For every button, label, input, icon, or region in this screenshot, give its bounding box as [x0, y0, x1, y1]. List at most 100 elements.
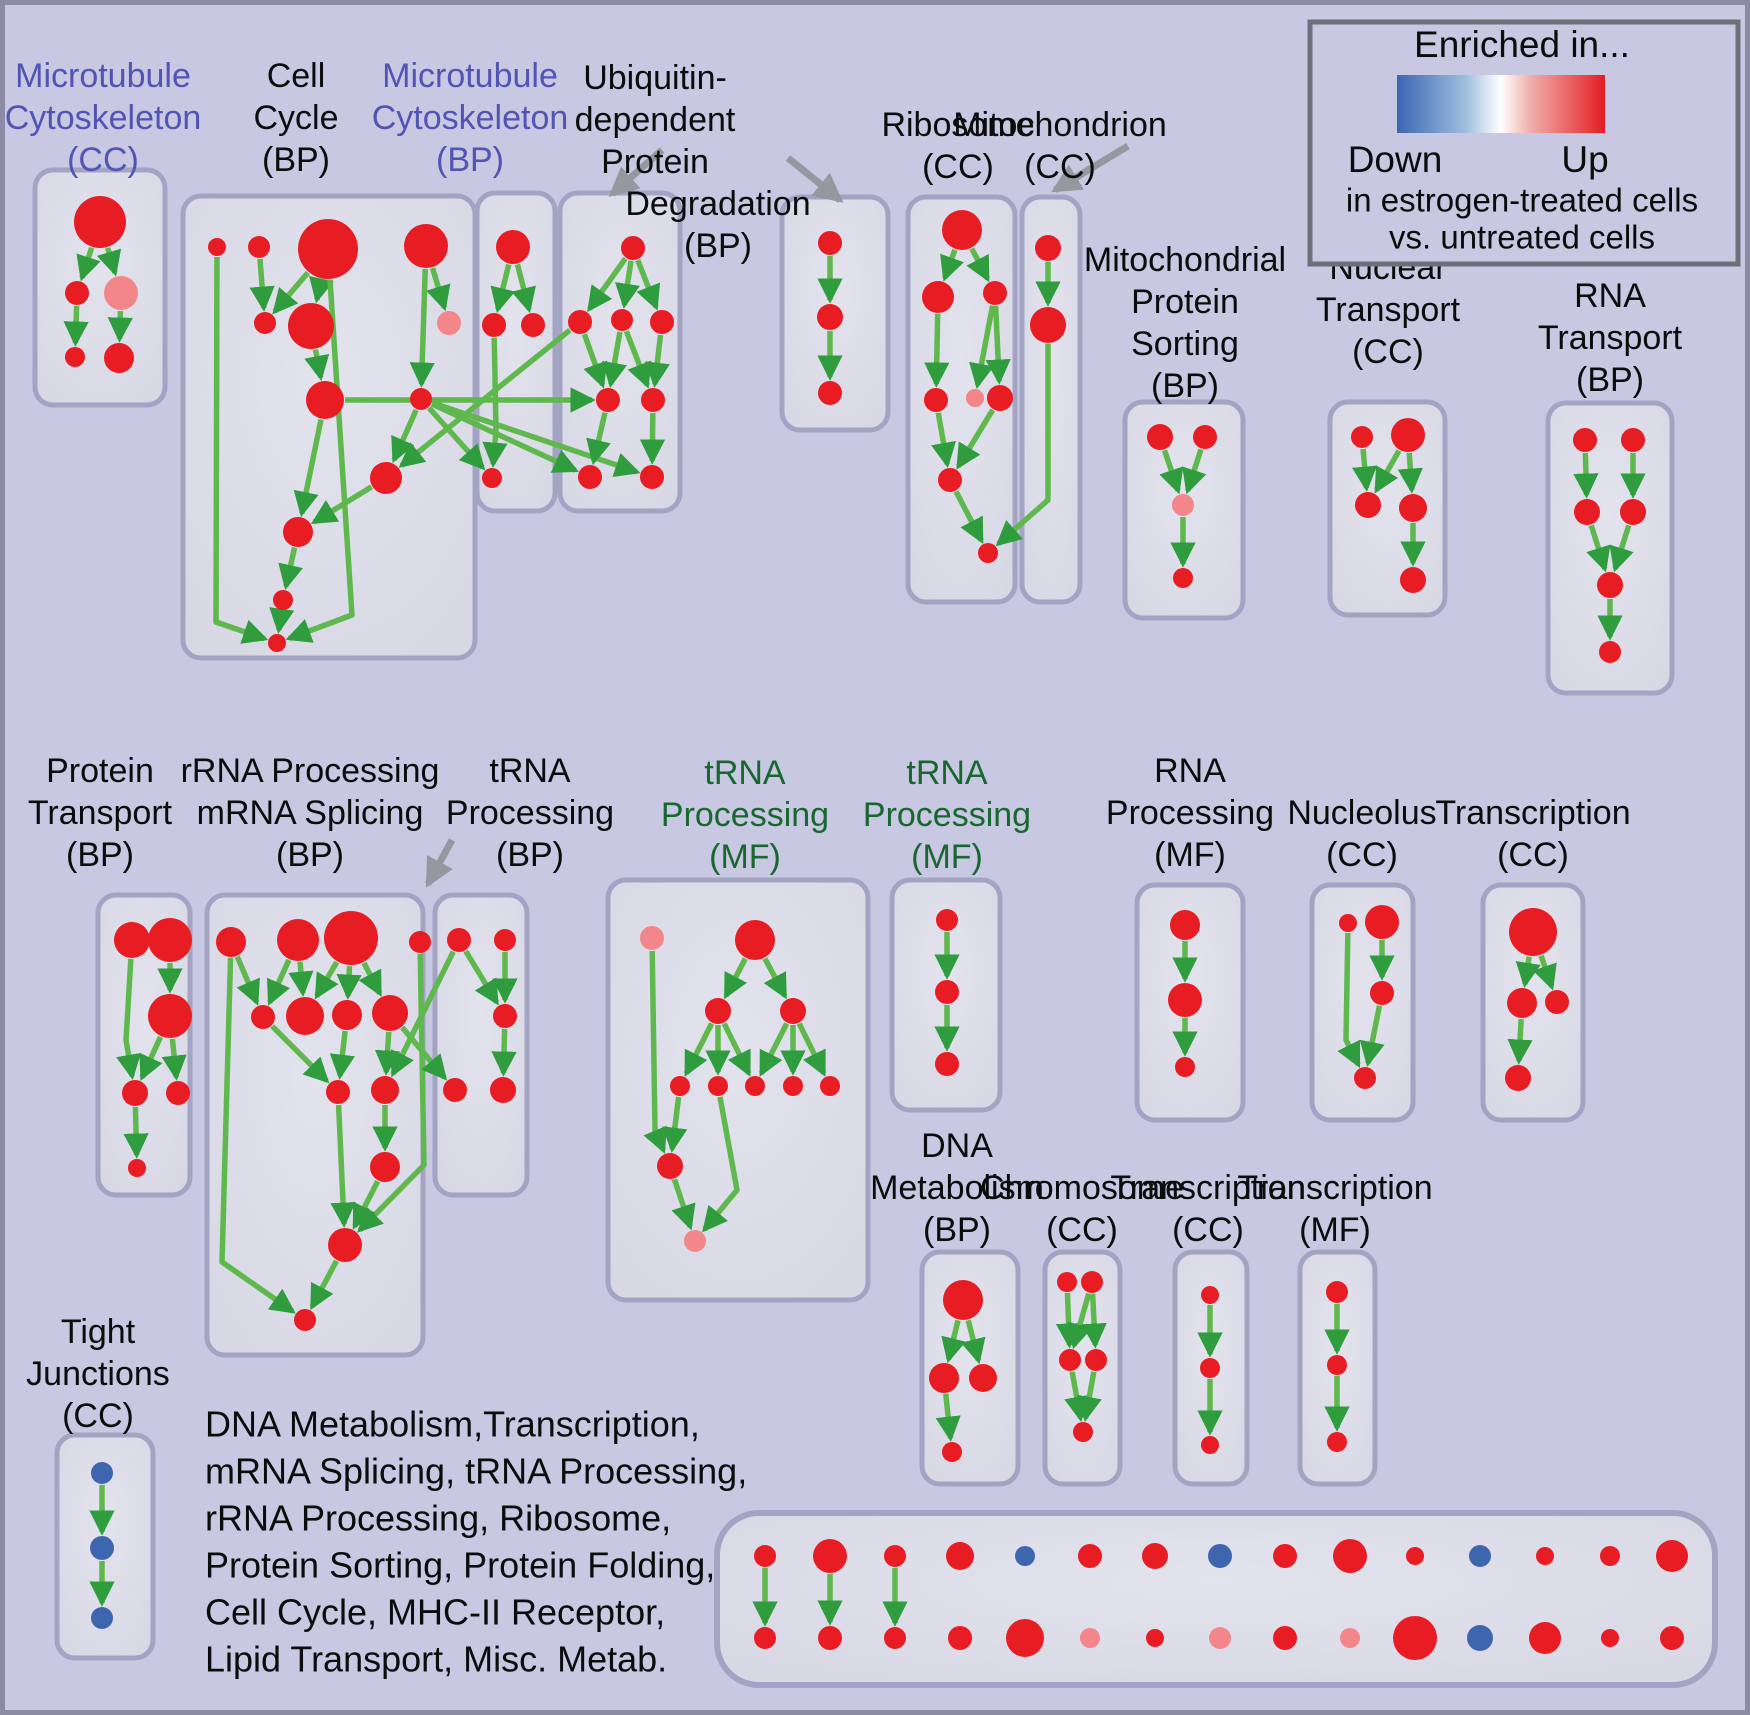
go-term-node-cr1 — [1057, 1272, 1077, 1292]
edge-arrow-rr2-rr5 — [267, 958, 292, 1006]
go-term-node-rt5 — [1597, 572, 1623, 598]
edge-arrow-cr2-cr3 — [1067, 1292, 1093, 1350]
callout-arrow-2 — [785, 155, 844, 203]
legend-context-2: vs. untreated cells — [1389, 219, 1655, 256]
go-term-node-tj1 — [91, 1462, 113, 1484]
cluster-label-mito-sorting-line3: Sorting — [1131, 325, 1239, 363]
note-line-6: Lipid Transport, Misc. Metab. — [205, 1639, 667, 1680]
cluster-label-ubiquitin-line2: dependent — [575, 101, 736, 139]
go-term-node-nc4 — [1354, 1067, 1376, 1089]
go-term-node-ch2 — [817, 304, 843, 330]
go-term-node-rt6 — [1599, 641, 1621, 663]
edge-arrow-tc2-tc4 — [1507, 1018, 1533, 1065]
go-term-node-cr2 — [1081, 1271, 1103, 1293]
go-term-node-rb8 — [978, 543, 998, 563]
go-term-node-tm8 — [783, 1076, 803, 1096]
go-term-node-ts1 — [936, 909, 958, 931]
edge-arrow-tm10-tm11 — [671, 1178, 696, 1231]
go-term-node-ub1 — [621, 236, 645, 260]
go-term-node-ub3 — [611, 309, 633, 331]
go-term-node-rt1 — [1573, 428, 1597, 452]
go-term-node-tm3 — [705, 998, 731, 1024]
go-term-node-tb3 — [1201, 1436, 1219, 1454]
go-term-node-ub6 — [641, 388, 665, 412]
cluster-label-chromosome-line1: Chromosome — [980, 1169, 1184, 1207]
edge-arrow-cy2-cy5 — [249, 258, 275, 312]
go-term-node-dm1 — [943, 1280, 983, 1320]
edge-arrow-tm2-tm4 — [762, 957, 788, 1000]
go-term-node-tm4 — [780, 998, 806, 1024]
go-term-node-pt3 — [148, 994, 192, 1038]
edge-arrow-rr7-rr9 — [329, 1030, 355, 1080]
go-term-node-mc4 — [65, 347, 85, 367]
edge-arrow-ub3-ub5 — [602, 331, 627, 388]
legend-context-1: in estrogen-treated cells — [1346, 182, 1698, 219]
edge-arrow-nt2-nt3 — [1374, 449, 1402, 494]
go-term-node-bt10 — [1333, 1539, 1367, 1573]
go-term-node-ms3 — [1172, 494, 1194, 516]
edge-arrow-mc3-mc5 — [107, 310, 133, 343]
edge-arrow-cy11-cy12 — [278, 547, 304, 591]
go-term-node-pt1 — [114, 922, 150, 958]
edge-arrow-rr1-rr5 — [234, 955, 260, 1006]
go-term-node-tc3 — [1545, 990, 1569, 1014]
go-term-node-cy10 — [370, 462, 402, 494]
cluster-label-nucleolus-line1: Nucleolus — [1287, 794, 1436, 832]
cluster-label-transcription-cc-bot-line2: (CC) — [1172, 1211, 1244, 1249]
edge-arrow-dm1-dm3 — [960, 1319, 986, 1365]
cluster-label-nuclear-transport-line2: Transport — [1316, 291, 1461, 329]
edge-arrow-rb3-rb5 — [969, 305, 996, 389]
go-term-node-rr11 — [370, 1152, 400, 1182]
edge-arrow-cy6-cy8 — [304, 349, 330, 382]
cluster-label-tight-junctions-line3: (CC) — [62, 1397, 134, 1435]
edge-arrow-ms2-ms3 — [1182, 448, 1207, 495]
go-term-node-bb10 — [1340, 1628, 1360, 1648]
go-term-node-nt5 — [1400, 567, 1426, 593]
cluster-label-dna-metab-line3: (BP) — [923, 1211, 991, 1249]
go-term-node-mc2 — [65, 281, 89, 305]
legend-up: Up — [1561, 139, 1608, 180]
edge-arrow-tp1-tp3 — [463, 949, 500, 1006]
edge-arrow-ms1-ms3 — [1159, 449, 1184, 495]
edge-arrow-rb1-rb3 — [966, 247, 991, 283]
go-term-node-rr10 — [371, 1076, 399, 1104]
go-term-node-bt8 — [1208, 1544, 1232, 1568]
edge-arrow-rt3-rt5 — [1586, 524, 1611, 573]
cluster-label-transcription-cc-bot-line1: Transcription — [1110, 1169, 1305, 1207]
go-term-node-tf1 — [1326, 1281, 1348, 1303]
edge-arrow-tc1-tc3 — [1532, 954, 1557, 991]
go-term-node-rp1 — [1170, 910, 1200, 940]
edge-arrow-ub1-ub4 — [635, 259, 661, 311]
edge-arrow-mb2-mb4 — [482, 337, 508, 468]
edge-arrow-mc2-mc4 — [63, 305, 89, 347]
cluster-label-rna-transport-line2: Transport — [1538, 319, 1683, 357]
edge-arrow-rr1-rr13 — [219, 957, 296, 1314]
go-term-node-rb2 — [922, 281, 954, 313]
edge-arrow-rr3-rr8 — [358, 961, 383, 997]
go-term-node-rr13 — [294, 1309, 316, 1331]
go-term-node-ub7 — [578, 465, 602, 489]
go-term-node-tp4 — [443, 1078, 467, 1102]
go-term-node-rb3 — [983, 281, 1007, 305]
go-term-node-pt5 — [166, 1081, 190, 1105]
cluster-box-mixed — [714, 1510, 1718, 1688]
cluster-label-cell-cycle-line3: (BP) — [262, 141, 330, 179]
go-term-node-bt2 — [813, 1539, 847, 1573]
cluster-label-trna-mf-1-line1: tRNA — [704, 754, 786, 792]
edge-arrow-tm2-tm3 — [723, 957, 748, 1000]
go-term-node-mb1 — [496, 230, 530, 264]
edge-arrow-pt3-pt4 — [139, 1035, 163, 1081]
go-term-node-cy8 — [306, 381, 344, 419]
go-term-node-rb5 — [966, 389, 984, 407]
cluster-label-ribosome-line1: Ribosome — [881, 106, 1034, 144]
go-term-node-ms4 — [1173, 568, 1193, 588]
edge-arrow-cy9-mb4 — [426, 406, 486, 471]
edge-arrow-rt1-rt3 — [1573, 452, 1599, 499]
go-term-node-cy6 — [288, 303, 334, 349]
callout-arrow-1 — [608, 147, 665, 197]
go-term-node-tp5 — [490, 1077, 516, 1103]
cluster-label-microtubule-cc-line3: (CC) — [67, 141, 139, 179]
edge-arrow-rr11-rr12 — [352, 1179, 381, 1230]
cluster-label-transcription-cc-mid-line1: Transcription — [1435, 794, 1630, 832]
